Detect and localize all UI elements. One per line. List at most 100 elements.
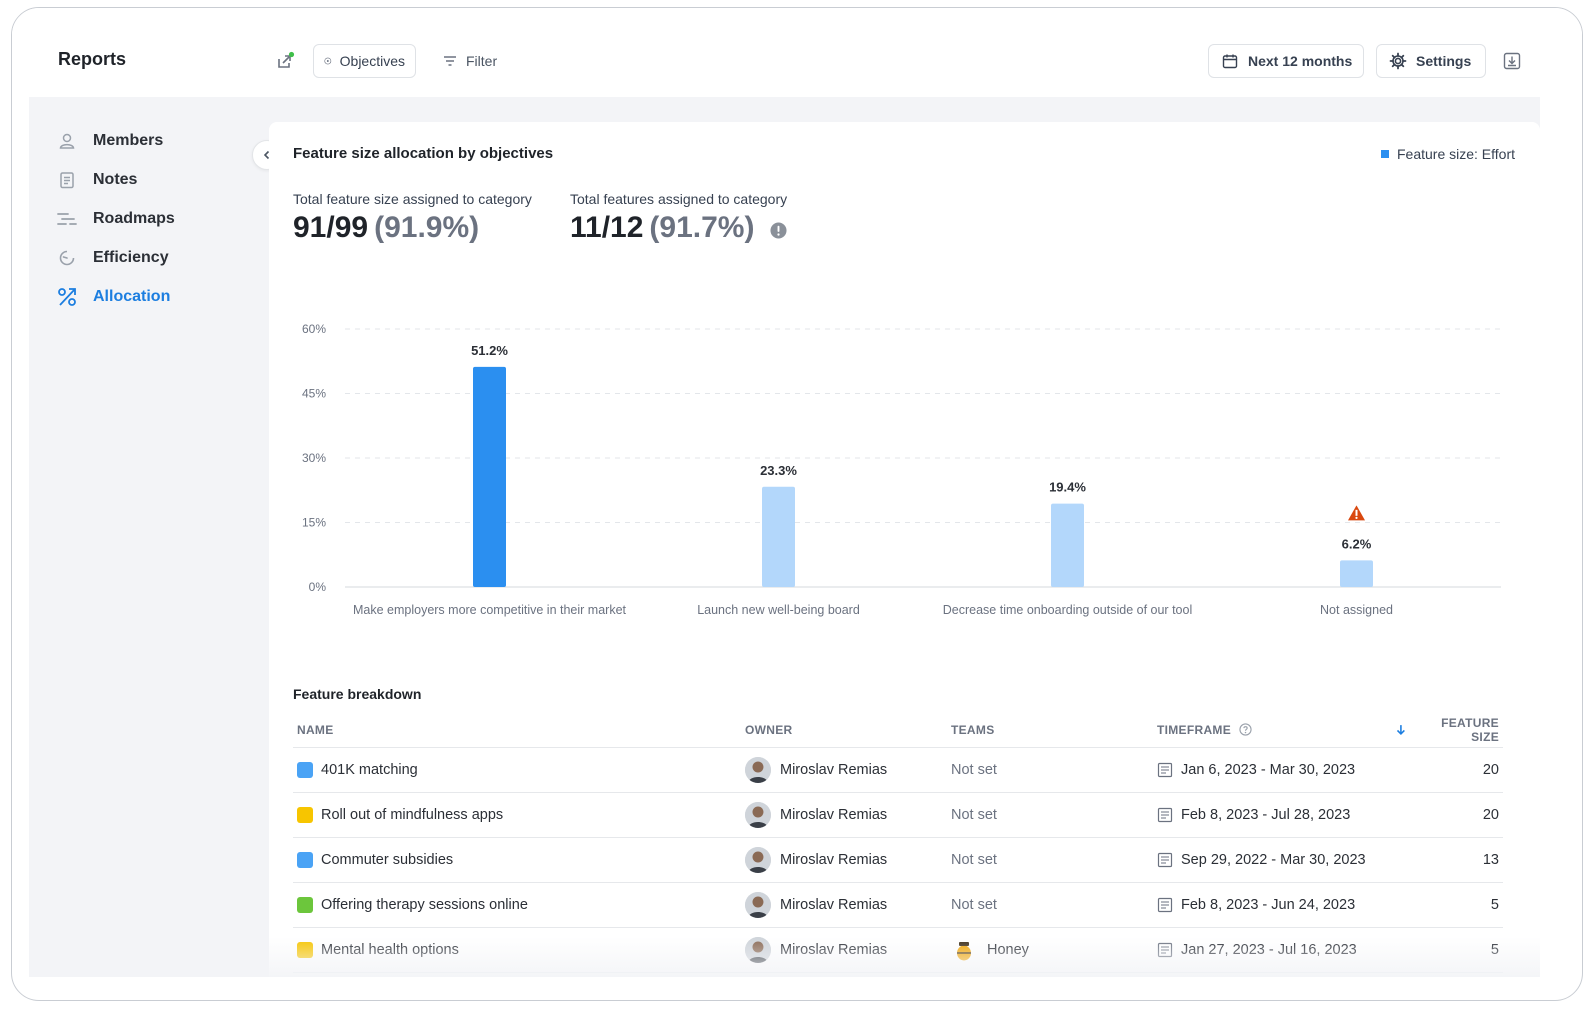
table-row[interactable]: Commuter subsidies Miroslav Remias Not s… <box>293 838 1503 883</box>
stat-label: Total features assigned to category <box>570 191 788 207</box>
feature-name[interactable]: Offering therapy sessions online <box>321 897 528 913</box>
gauge-icon <box>57 248 77 268</box>
document-icon <box>1157 897 1173 913</box>
column-name[interactable]: NAME <box>297 722 334 737</box>
stat-value: 91/99 (91.9%) <box>293 211 532 245</box>
category-label: Launch new well-being board <box>697 603 860 617</box>
category-label: Make employers more competitive in their… <box>353 603 627 617</box>
feature-name[interactable]: 401K matching <box>321 762 418 778</box>
table-row[interactable]: Roll out of mindfulness apps Miroslav Re… <box>293 793 1503 838</box>
warning-icon <box>1348 505 1365 521</box>
timeframe-label: Next 12 months <box>1248 53 1353 69</box>
owner-name: Miroslav Remias <box>780 762 888 778</box>
bar <box>473 366 506 587</box>
y-tick-label: 0% <box>309 580 327 594</box>
feature-name[interactable]: Roll out of mindfulness apps <box>321 807 504 823</box>
top-bar: Reports Objectives Filter <box>12 8 1582 104</box>
report-card: Feature size allocation by objectives Fe… <box>269 122 1540 992</box>
filter-icon <box>444 56 456 66</box>
data-label: 6.2% <box>1342 536 1372 551</box>
data-label: 23.3% <box>760 463 797 478</box>
chart-legend: Feature size: Effort <box>1380 146 1515 162</box>
table-row[interactable]: 401K matching Miroslav Remias Not set Ja… <box>293 748 1503 793</box>
document-icon <box>1157 852 1173 868</box>
app-window: Reports Objectives Filter <box>11 7 1583 1001</box>
avatar <box>745 892 771 918</box>
download-icon[interactable] <box>1501 50 1523 72</box>
owner-name: Miroslav Remias <box>780 942 888 958</box>
page-title: Reports <box>58 49 127 69</box>
teams-value: Not set <box>951 852 997 868</box>
sidebar: Members Notes Roadmaps Efficiency <box>29 97 269 977</box>
column-owner[interactable]: OWNER <box>745 722 793 737</box>
feature-breakdown-table: NAME OWNER TEAMS TIMEFRAME FEATURE SIZE … <box>293 712 1503 973</box>
timeframe-value: Feb 8, 2023 - Jun 24, 2023 <box>1181 897 1356 913</box>
feature-name[interactable]: Mental health options <box>321 942 459 958</box>
filter-label: Filter <box>466 53 498 69</box>
y-tick-label: 60% <box>302 322 326 336</box>
teams-value: Honey <box>987 942 1029 958</box>
breakdown-title: Feature breakdown <box>293 686 422 702</box>
sidebar-item-notes[interactable]: Notes <box>57 168 137 192</box>
category-label: Decrease time onboarding outside of our … <box>943 603 1192 617</box>
timeframe-button[interactable]: Next 12 months <box>1208 44 1364 78</box>
settings-button[interactable]: Settings <box>1376 44 1486 78</box>
sidebar-item-label: Roadmaps <box>93 210 175 227</box>
target-icon <box>324 57 332 65</box>
feature-size-value: 5 <box>1490 942 1499 958</box>
percent-icon <box>57 287 77 307</box>
workspace: Members Notes Roadmaps Efficiency <box>29 97 1540 992</box>
avatar <box>745 937 771 963</box>
objective-color-swatch <box>297 852 313 868</box>
feature-size-value: 13 <box>1482 852 1499 868</box>
share-icon[interactable] <box>274 50 296 72</box>
document-icon <box>1157 807 1173 823</box>
person-icon <box>57 131 77 151</box>
column-feature-size[interactable]: FEATURE SIZE <box>1395 716 1503 744</box>
y-tick-label: 15% <box>302 516 326 530</box>
team-avatar-honey <box>951 937 977 963</box>
column-timeframe-label: TIMEFRAME <box>1157 722 1232 737</box>
document-icon <box>1157 762 1173 778</box>
stat-features-count: Total features assigned to category 11/1… <box>570 191 787 245</box>
owner-name: Miroslav Remias <box>780 807 888 823</box>
bar-chart: 0% 15% 30% 45% 60% 51.2% Make employers more c… <box>302 322 1501 617</box>
sort-down-icon <box>1396 724 1405 735</box>
sidebar-item-allocation[interactable]: Allocation <box>57 285 170 309</box>
help-icon[interactable] <box>1239 723 1252 736</box>
allocation-chart: 0% 15% 30% 45% 60% 51.2% Make employers more c… <box>269 302 1540 642</box>
feature-name[interactable]: Commuter subsidies <box>321 852 454 868</box>
category-label: Not assigned <box>1320 603 1393 617</box>
data-label: 51.2% <box>471 343 508 358</box>
owner-name: Miroslav Remias <box>780 897 888 913</box>
teams-value: Not set <box>951 762 997 778</box>
sidebar-item-members[interactable]: Members <box>57 129 163 153</box>
sidebar-item-roadmaps[interactable]: Roadmaps <box>57 207 175 231</box>
sidebar-item-label: Allocation <box>93 288 171 305</box>
alert-info-icon[interactable] <box>770 221 787 239</box>
table-row[interactable]: Mental health options Miroslav Remias Ho… <box>293 928 1503 973</box>
column-timeframe[interactable]: TIMEFRAME <box>1157 723 1395 737</box>
timeframe-value: Jan 27, 2023 - Jul 16, 2023 <box>1181 942 1357 958</box>
stat-percent: (91.9%) <box>374 211 480 244</box>
feature-size-value: 5 <box>1490 897 1499 913</box>
chevron-left-icon <box>263 150 270 160</box>
avatar <box>745 757 771 783</box>
sidebar-item-efficiency[interactable]: Efficiency <box>57 246 169 270</box>
column-feature-size-label: FEATURE SIZE <box>1441 715 1499 744</box>
objective-color-swatch <box>297 897 313 913</box>
owner-name: Miroslav Remias <box>780 852 888 868</box>
teams-value: Not set <box>951 897 997 913</box>
objectives-button[interactable]: Objectives <box>313 44 416 78</box>
stat-label: Total feature size assigned to category <box>293 191 532 207</box>
bar <box>1051 503 1084 587</box>
table-row[interactable]: Offering therapy sessions online Mirosla… <box>293 883 1503 928</box>
bar <box>1340 560 1373 587</box>
sidebar-item-label: Members <box>93 132 164 149</box>
y-tick-label: 45% <box>302 387 326 401</box>
avatar <box>745 847 771 873</box>
filter-button[interactable]: Filter <box>442 44 497 78</box>
feature-size-value: 20 <box>1482 762 1499 778</box>
column-teams[interactable]: TEAMS <box>951 722 995 737</box>
legend-label: Feature size: Effort <box>1396 146 1515 162</box>
